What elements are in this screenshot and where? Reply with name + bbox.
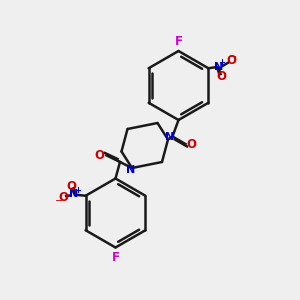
Text: F: F: [112, 251, 119, 264]
Text: O: O: [226, 54, 236, 67]
Text: −: −: [229, 52, 237, 62]
Text: O: O: [186, 137, 196, 151]
Text: +: +: [218, 58, 225, 67]
Text: +: +: [74, 186, 81, 195]
Text: O: O: [58, 191, 68, 204]
Text: F: F: [175, 35, 182, 48]
Text: N: N: [214, 62, 224, 72]
Text: N: N: [126, 165, 135, 176]
Text: O: O: [66, 180, 76, 193]
Text: O: O: [216, 70, 226, 83]
Text: N: N: [69, 189, 78, 199]
Text: O: O: [94, 149, 104, 162]
Text: N: N: [165, 132, 174, 142]
Text: −: −: [55, 196, 63, 206]
